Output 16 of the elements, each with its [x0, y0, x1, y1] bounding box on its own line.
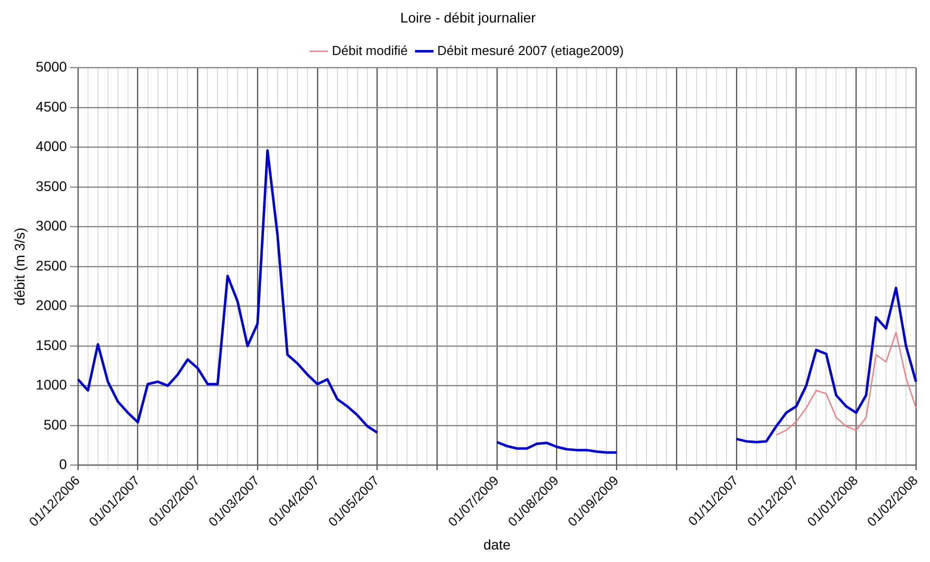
y-tick-label: 4000 [36, 138, 68, 154]
x-axis-title: date [483, 536, 511, 552]
y-tick-label: 2500 [36, 257, 68, 274]
y-tick-label: 2000 [36, 297, 68, 314]
y-axis-title: débit (m 3/s) [11, 228, 28, 306]
y-tick-label: 3000 [36, 218, 68, 234]
y-tick-label: 4500 [36, 98, 68, 114]
chart-title: Loire - débit journalier [400, 9, 536, 26]
legend-label: Débit modifié [332, 42, 408, 58]
y-tick-label: 5000 [36, 58, 68, 75]
y-tick-label: 1000 [36, 376, 68, 393]
y-tick-label: 1500 [36, 336, 68, 353]
y-tick-label: 500 [44, 416, 68, 432]
y-tick-label: 0 [59, 456, 68, 472]
y-tick-label: 3500 [36, 178, 68, 194]
legend-label: Débit mesuré 2007 (etiage2009) [437, 42, 624, 58]
